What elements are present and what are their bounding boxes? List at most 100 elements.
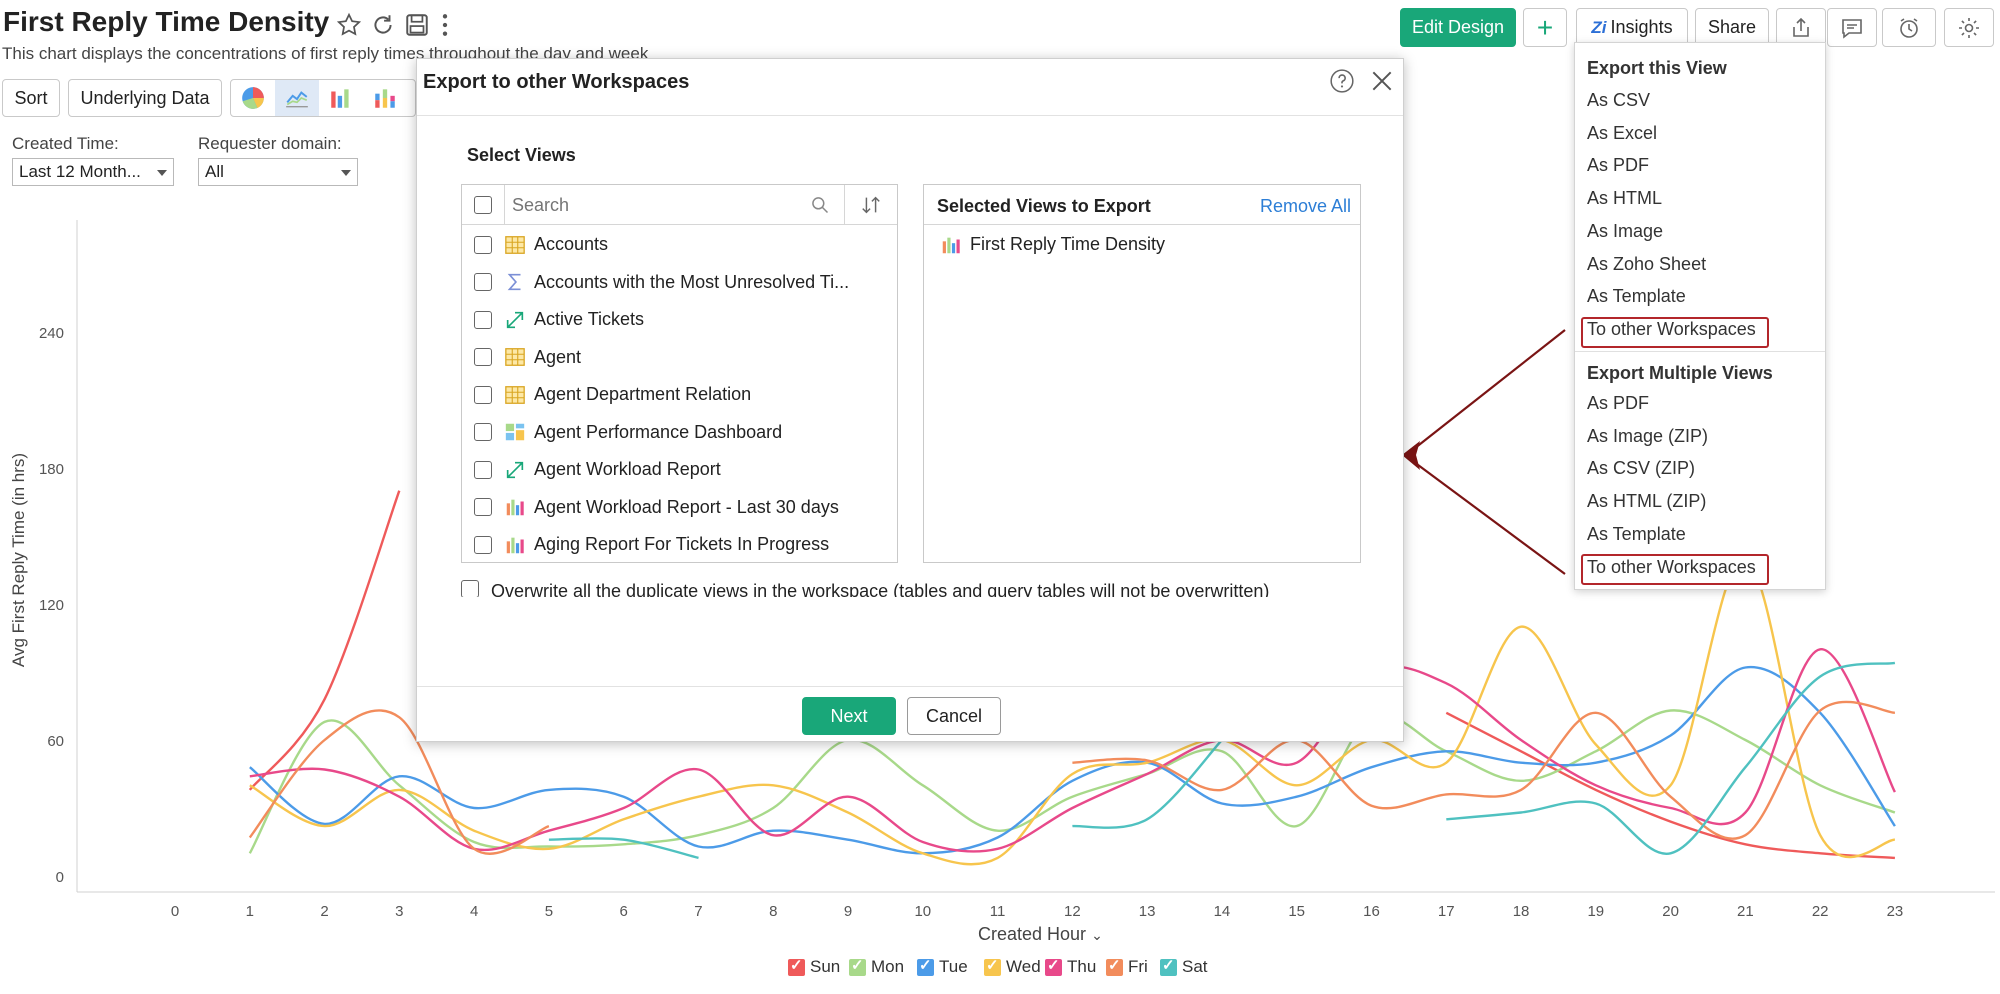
created-time-select[interactable]: Last 12 Month... [12, 158, 174, 186]
series-line-fri [248, 709, 550, 855]
export-view-item[interactable]: As CSV [1587, 90, 1651, 110]
remove-all-link[interactable]: Remove All [1260, 196, 1352, 216]
view-checkbox[interactable] [474, 310, 492, 329]
x-tick-label: 8 [769, 903, 777, 920]
export-view-item[interactable]: As PDF [1587, 155, 1650, 176]
underlying-data-button[interactable]: Underlying Data [68, 79, 222, 117]
insights-button[interactable]: Zi Insights [1576, 8, 1688, 47]
export-multiple-item[interactable]: As CSV (ZIP) [1587, 458, 1696, 479]
share-button[interactable]: Share [1695, 8, 1769, 47]
x-tick-label: 13 [1139, 903, 1156, 920]
dashboard-icon [504, 421, 526, 443]
export-icon[interactable] [1776, 8, 1826, 47]
view-list-item[interactable]: Accounts [462, 226, 897, 263]
bar-chart-icon[interactable] [319, 80, 363, 116]
add-button[interactable]: + [1523, 8, 1567, 47]
comment-icon[interactable] [1827, 8, 1877, 47]
select-views-heading: Select Views [467, 145, 576, 165]
chart-icon [940, 234, 962, 256]
chevron-down-icon: ⌄ [1091, 927, 1103, 943]
star-icon[interactable] [336, 12, 362, 43]
export-view-item[interactable]: To other Workspaces [1587, 318, 1756, 339]
edit-design-button[interactable]: Edit Design [1400, 8, 1516, 47]
next-button[interactable]: Next [802, 697, 896, 735]
select-all-checkbox[interactable] [474, 196, 492, 214]
pie-chart-icon[interactable] [231, 80, 275, 116]
view-list-item[interactable]: Agent Performance Dashboard [462, 414, 897, 451]
settings-icon[interactable] [1944, 8, 1994, 47]
requester-domain-label: Requester domain: [198, 134, 342, 153]
help-icon[interactable] [1329, 68, 1355, 99]
x-tick-label: 7 [694, 903, 702, 920]
close-icon[interactable] [1369, 68, 1395, 99]
legend-item[interactable]: Sat [1160, 956, 1208, 977]
views-list-panel: Accounts Accounts with the Most Unresolve… [461, 184, 898, 563]
view-checkbox[interactable] [474, 235, 492, 254]
view-list-item[interactable]: Agent [462, 339, 897, 376]
legend-checkbox[interactable] [917, 956, 934, 976]
series-line-sat [1446, 661, 1896, 855]
export-multiple-item[interactable]: As HTML (ZIP) [1587, 491, 1707, 512]
legend-item[interactable]: Mon [849, 956, 904, 977]
legend-checkbox[interactable] [1160, 956, 1177, 976]
legend-item[interactable]: Wed [984, 956, 1041, 977]
legend-item[interactable]: Thu [1045, 956, 1097, 977]
schedule-icon[interactable] [1882, 8, 1936, 47]
view-checkbox[interactable] [474, 385, 492, 404]
legend-checkbox[interactable] [1106, 956, 1123, 976]
export-view-item[interactable]: As HTML [1587, 188, 1663, 209]
formula-icon [504, 271, 526, 293]
view-checkbox[interactable] [474, 498, 492, 516]
legend-checkbox[interactable] [984, 956, 1001, 976]
y-tick-label: 120 [39, 597, 64, 614]
view-checkbox[interactable] [474, 460, 492, 479]
view-list-item[interactable]: Agent Department Relation [462, 376, 897, 413]
export-multiple-item[interactable]: As Template [1587, 523, 1686, 544]
x-axis-title[interactable]: Created Hour ⌄ [978, 924, 1103, 945]
requester-domain-select[interactable]: All [198, 158, 358, 186]
y-tick-label: 60 [47, 733, 64, 750]
view-checkbox[interactable] [474, 423, 492, 441]
line-chart-icon[interactable] [275, 80, 319, 116]
save-icon[interactable] [404, 12, 430, 43]
view-checkbox[interactable] [474, 273, 492, 291]
sort-order-icon[interactable] [860, 194, 882, 221]
export-multiple-item[interactable]: To other Workspaces [1587, 556, 1756, 577]
view-label: Active Tickets [534, 309, 645, 329]
view-list-item[interactable]: Active Tickets [462, 301, 897, 338]
selected-views-panel: Selected Views to Export Remove All Firs… [923, 184, 1361, 563]
export-multiple-item[interactable]: As Image (ZIP) [1587, 425, 1709, 446]
more-icon[interactable] [438, 12, 452, 43]
cancel-button[interactable]: Cancel [907, 697, 1001, 735]
export-view-item[interactable]: As Template [1587, 286, 1686, 307]
sort-button[interactable]: Sort [2, 79, 60, 117]
search-icon[interactable] [810, 195, 830, 220]
view-checkbox[interactable] [474, 348, 492, 366]
selected-view-item[interactable]: First Reply Time Density [924, 226, 1360, 263]
view-list-item[interactable]: Agent Workload Report [462, 451, 897, 488]
legend-checkbox[interactable] [849, 956, 866, 976]
view-list-item[interactable]: Agent Workload Report - Last 30 days [462, 489, 897, 526]
x-tick-label: 0 [171, 903, 179, 920]
legend-item[interactable]: Sun [788, 956, 840, 977]
overwrite-checkbox[interactable] [461, 580, 479, 597]
x-tick-label: 14 [1214, 903, 1231, 920]
refresh-icon[interactable] [370, 12, 396, 43]
legend-item[interactable]: Tue [917, 956, 968, 977]
legend-item[interactable]: Fri [1106, 956, 1148, 977]
legend-checkbox[interactable] [1045, 956, 1062, 976]
legend-label: Thu [1067, 957, 1097, 976]
search-input[interactable] [510, 190, 810, 220]
legend-checkbox[interactable] [788, 956, 805, 976]
view-list-item[interactable]: Aging Report For Tickets In Progress [462, 526, 897, 562]
view-checkbox[interactable] [474, 535, 492, 554]
annotation-arrowhead [1402, 441, 1420, 470]
export-view-item[interactable]: As Excel [1587, 122, 1658, 143]
export-multiple-item[interactable]: As PDF [1587, 393, 1650, 413]
stacked-bar-icon[interactable] [363, 80, 407, 116]
view-list-item[interactable]: Accounts with the Most Unresolved Ti... [462, 264, 897, 301]
export-view-item[interactable]: As Image [1587, 220, 1664, 241]
x-tick-label: 22 [1812, 903, 1829, 920]
export-view-item[interactable]: As Zoho Sheet [1587, 253, 1707, 274]
